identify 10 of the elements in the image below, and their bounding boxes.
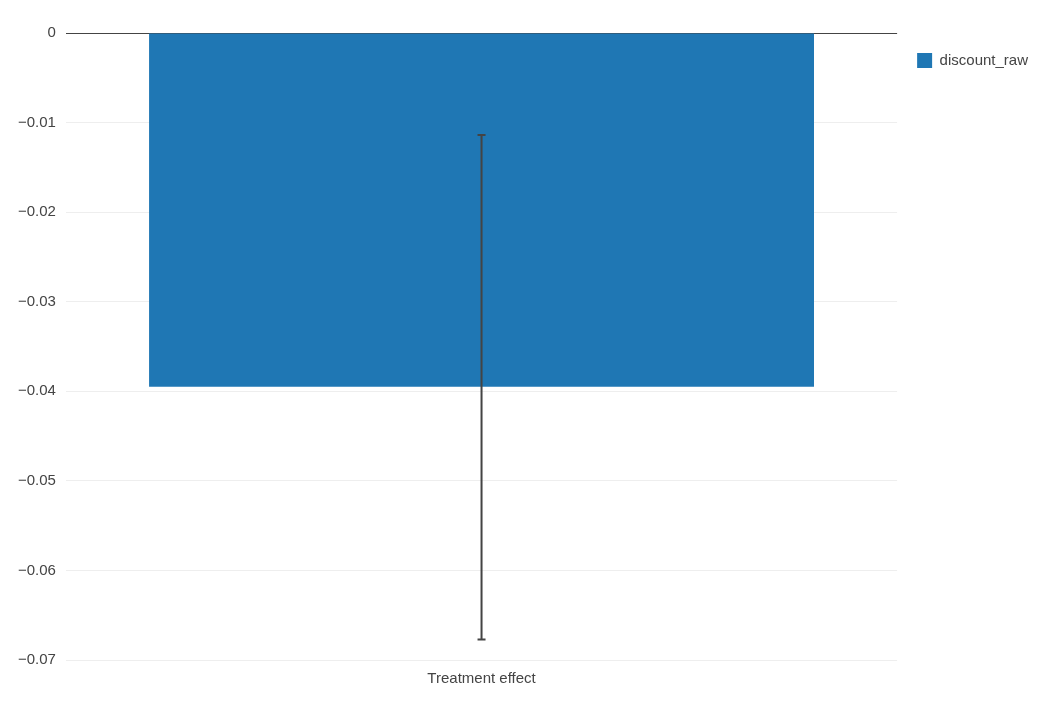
y-tick-label: −0.05: [17, 471, 56, 488]
legend-label: discount_raw: [939, 50, 1029, 68]
y-tick-label: 0: [47, 23, 56, 41]
y-tick-label: −0.03: [17, 291, 56, 309]
y-tick-label: −0.04: [17, 381, 56, 399]
y-tick-label: −0.01: [17, 112, 56, 130]
y-tick-label: −0.06: [17, 560, 56, 578]
x-tick-label: Treatment effect: [427, 669, 537, 687]
y-tick-label: −0.07: [17, 650, 56, 668]
y-tick-label: −0.02: [17, 202, 56, 220]
